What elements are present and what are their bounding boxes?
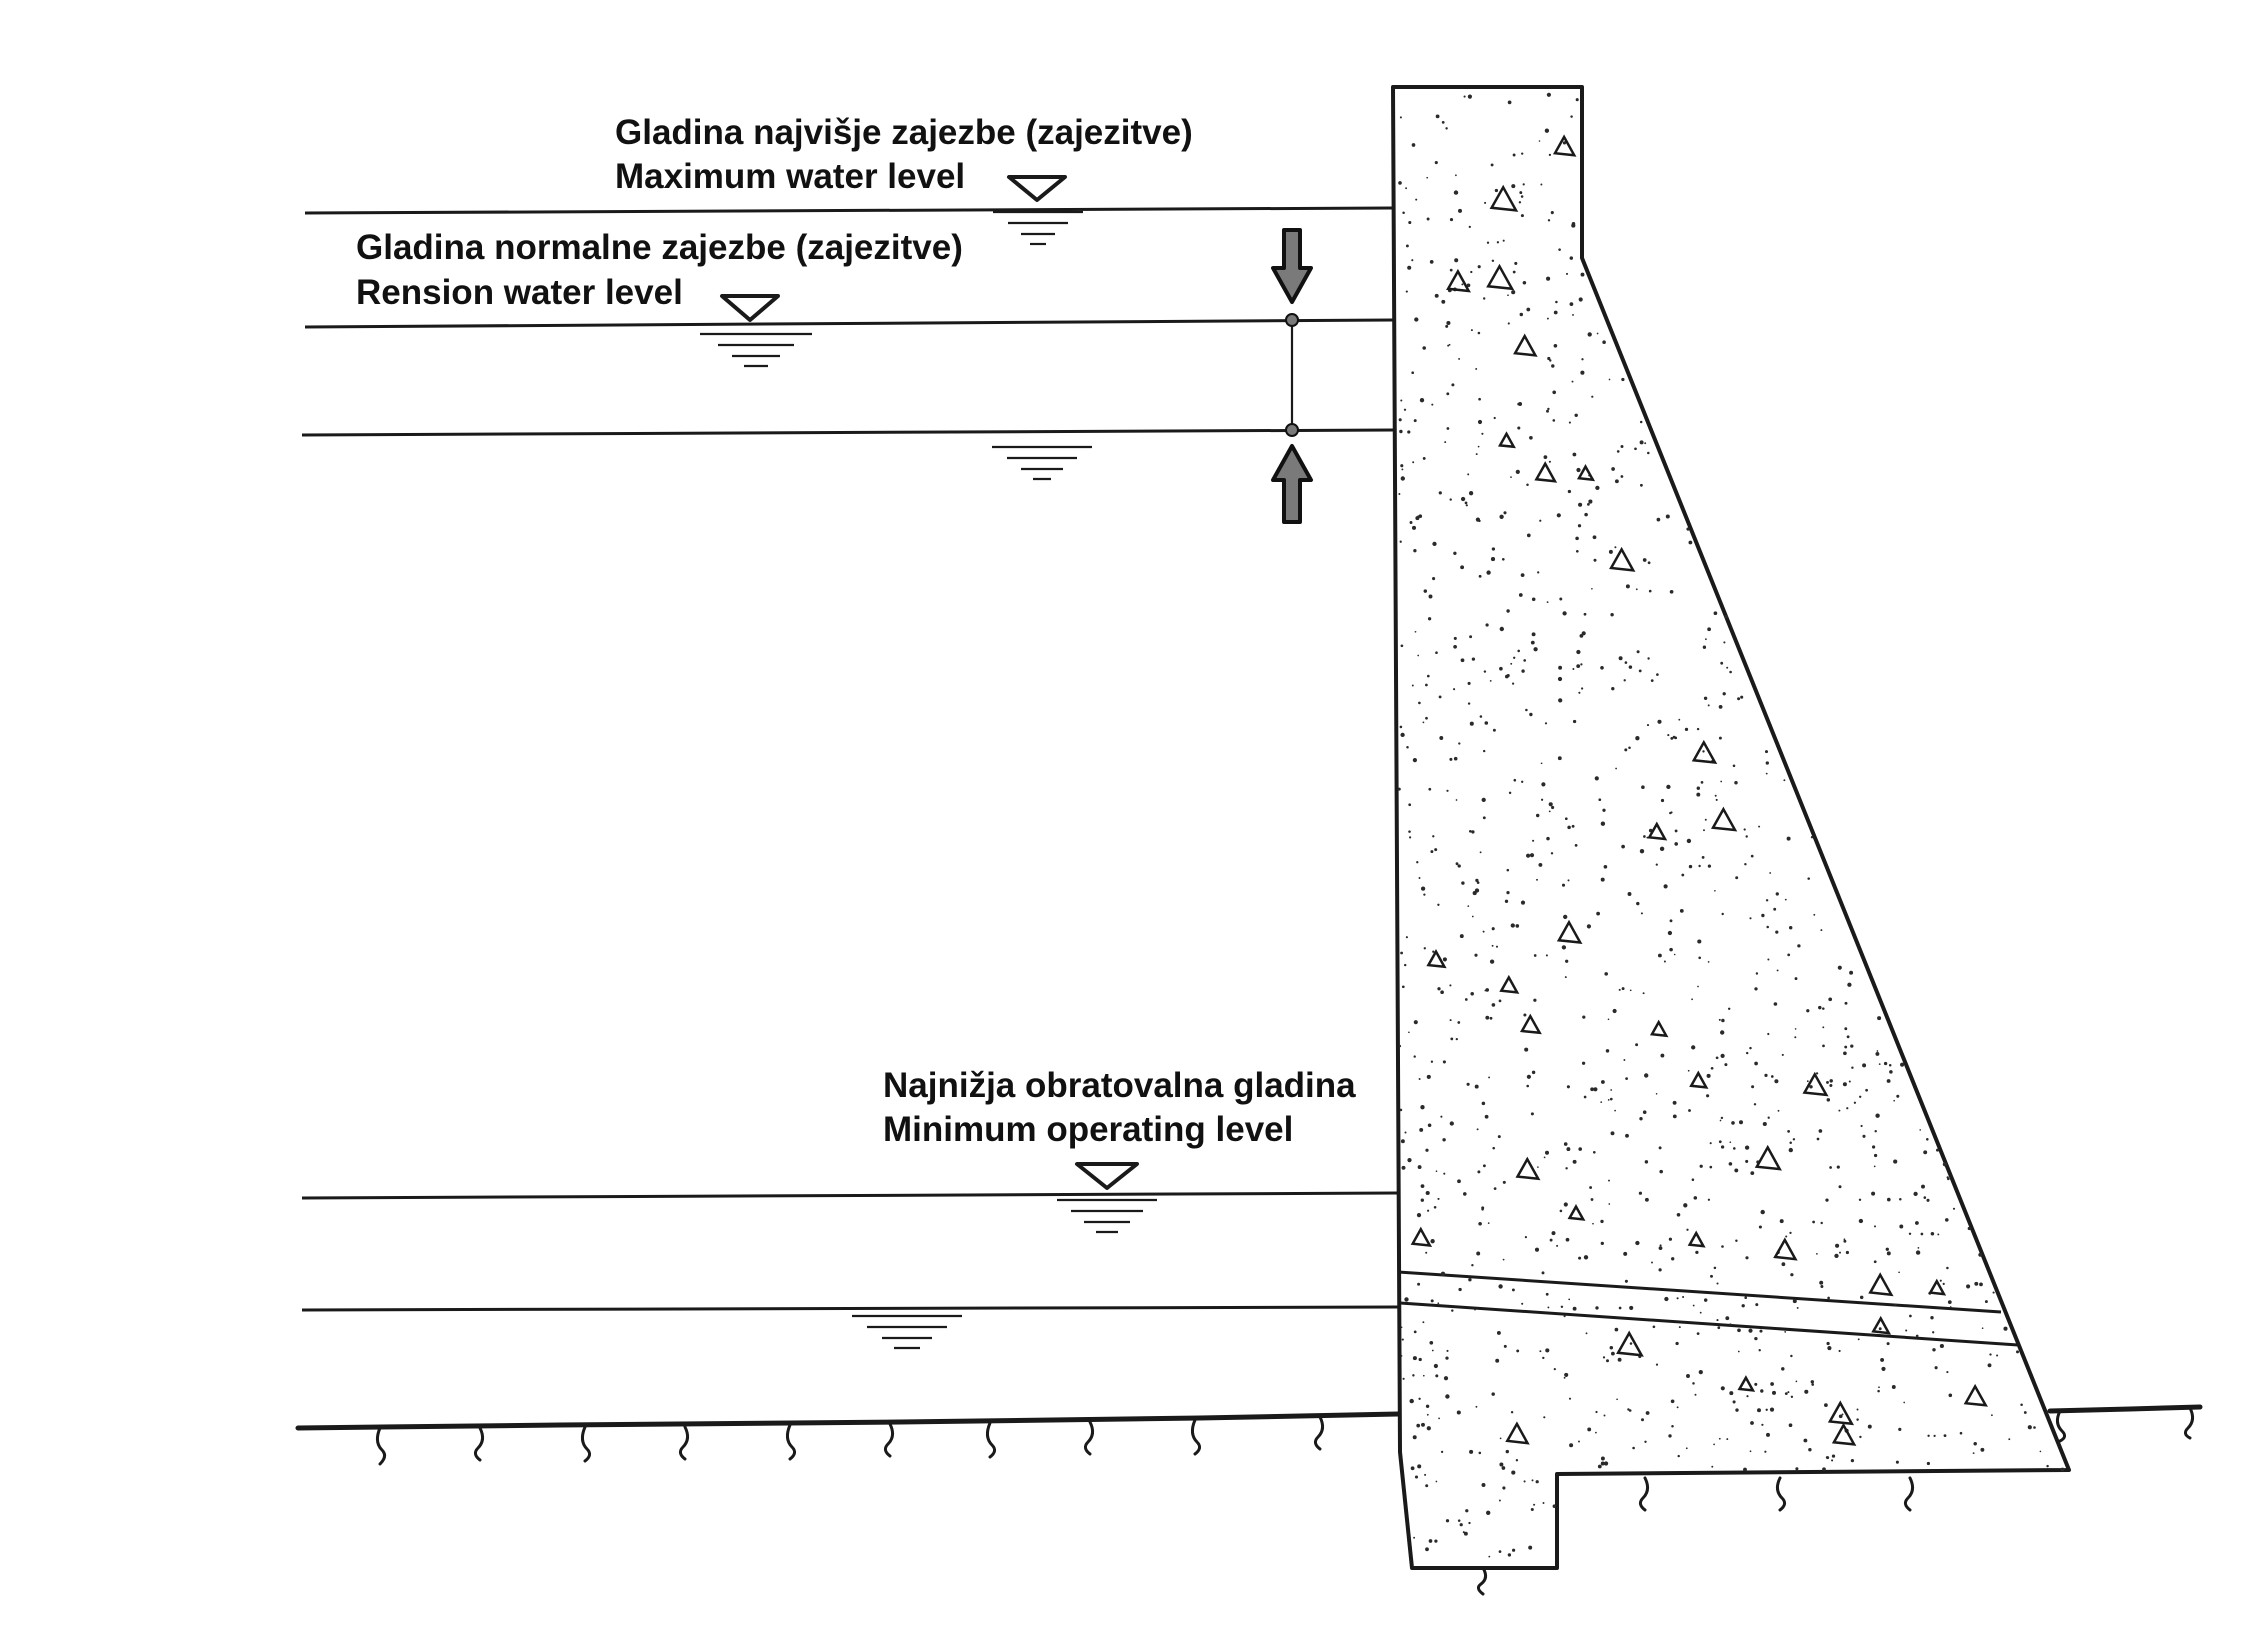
maximum-water-level-label-en: Maximum water level	[615, 157, 965, 196]
lowest-level-line	[301, 1305, 1401, 1312]
concrete-gravity-dam	[1391, 85, 2071, 1570]
ground-roots	[375, 1406, 2195, 1596]
arrow-down-icon	[1271, 228, 1313, 304]
maximum-water-level-label-sl: Gladina najvišje zajezbe (zajezitve)	[615, 113, 1193, 152]
water-level-triangle-icon	[1057, 1162, 1157, 1234]
normal-water-level-label-en: Rension water level	[356, 273, 683, 312]
construction-joint-lower	[1399, 1301, 2019, 1347]
water-level-triangle-icon	[993, 175, 1083, 246]
range-top-dot	[1285, 313, 1299, 327]
lower-normal-level-line	[301, 428, 1394, 437]
minimum-operating-level-line	[301, 1191, 1401, 1200]
labels: Gladina najvišje zajezbe (zajezitve) Max…	[356, 113, 1356, 1149]
normal-water-level-label-sl: Gladina normalne zajezbe (zajezitve)	[356, 228, 963, 267]
water-level-symbols	[700, 175, 1157, 1350]
maximum-water-level-line	[304, 206, 1394, 215]
normal-water-level-line	[304, 318, 1394, 329]
range-bottom-dot	[1285, 423, 1299, 437]
water-surface-icon	[852, 1314, 962, 1350]
dam-outline	[1391, 85, 2071, 1570]
water-level-triangle-icon	[700, 294, 812, 368]
arrow-up-icon	[1271, 444, 1313, 524]
minimum-operating-level-label-sl: Najnižja obratovalna gladina	[883, 1066, 1356, 1105]
concrete-aggregate-texture	[1397, 92, 2065, 1558]
construction-joint-upper	[1397, 1270, 2002, 1314]
level-range-indicator	[1271, 228, 1313, 524]
minimum-operating-level-label-en: Minimum operating level	[883, 1110, 1293, 1149]
ground-surface	[295, 1404, 2203, 1596]
water-level-lines	[301, 206, 1401, 1312]
water-surface-icon	[992, 445, 1092, 481]
